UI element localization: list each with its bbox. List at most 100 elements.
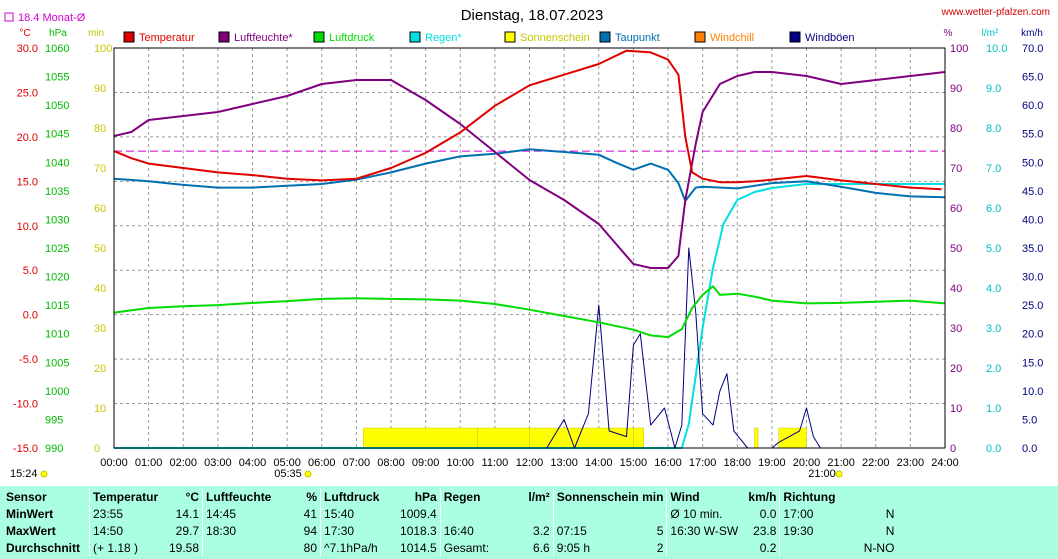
pressure-tick-label: 1035 (45, 186, 69, 198)
time-tick-label: 21:00 (827, 457, 855, 469)
temp-time: 14:50 (89, 522, 166, 539)
chart-series (113, 49, 946, 449)
sun-tick-label: 70 (94, 163, 106, 175)
series-line-taupunkt (113, 148, 946, 202)
start-time: 15:24 (10, 468, 38, 480)
sun-time (552, 505, 639, 522)
sun-tick-label: 20 (94, 363, 106, 375)
rain-tick-label: 7.0 (986, 163, 1001, 175)
pressure-time: 15:40 (320, 505, 398, 522)
stats-row-max: MaxWert 14:50 29.7 18:30 94 17:30 1018.3… (3, 522, 897, 539)
plot-area-border (113, 47, 946, 449)
pressure-tick-label: 1030 (45, 214, 69, 226)
rain-time: Gesamt: (439, 539, 517, 556)
direction-time: 17:00 (779, 505, 857, 522)
wind-tick-label: 10.0 (1022, 386, 1043, 398)
legend-swatch (789, 31, 801, 43)
rain-tick-label: 4.0 (986, 283, 1001, 295)
wind-time: 16:30 W-SW (666, 522, 744, 539)
time-tick-label: 22:00 (862, 457, 890, 469)
direction-time: 19:30 (779, 522, 857, 539)
sunshine-bar (778, 427, 807, 449)
temp-header: Temperatur (89, 488, 166, 505)
sun-tick-label: 30 (94, 323, 106, 335)
sunshine-bar (754, 427, 759, 449)
sunrise-icon (304, 470, 312, 478)
rain-tick-label: 3.0 (986, 323, 1001, 335)
humidity-time: 18:30 (202, 522, 290, 539)
temp-axis-unit: °C (19, 28, 30, 39)
pressure-header: Luftdruck (320, 488, 398, 505)
direction-value: N-NO (863, 540, 895, 555)
sun-tick-label: 60 (94, 203, 106, 215)
rain-tick-label: 5.0 (986, 243, 1001, 255)
pressure-tick-label: 1055 (45, 72, 69, 84)
sun-tick-label: 80 (94, 123, 106, 135)
time-tick-label: 16:00 (654, 457, 682, 469)
pressure-tick-label: 1000 (45, 386, 69, 398)
pressure-tick-label: 1005 (45, 357, 69, 369)
wind-header: Wind (666, 488, 744, 505)
time-tick-label: 00:00 (100, 457, 128, 469)
humidity-tick-label: 80 (950, 123, 962, 135)
legend-swatch (599, 31, 611, 43)
temp-time: 23:55 (89, 505, 166, 522)
pressure-axis-unit: hPa (49, 28, 67, 39)
time-tick-label: 01:00 (135, 457, 163, 469)
rain-tick-label: 8.0 (986, 123, 1001, 135)
pressure-tick-label: 1050 (45, 100, 69, 112)
series-line-temperatur (113, 49, 942, 191)
series-line-luftdruck (113, 285, 946, 339)
legend-swatch (313, 31, 325, 43)
time-tick-label: 06:00 (308, 457, 336, 469)
humidity-tick-label: 70 (950, 163, 962, 175)
rain-tick-label: 10.0 (986, 43, 1007, 55)
sun-value: 2 (656, 540, 664, 555)
time-tick-label: 02:00 (169, 457, 197, 469)
series-line-luftfeuchte (113, 71, 946, 269)
sensor-header: Sensor (6, 489, 47, 504)
pressure-unit: hPa (414, 489, 437, 504)
sunshine-bar (477, 427, 530, 449)
sunset-time: 21:00 (808, 468, 836, 480)
wind-value: 0.0 (759, 506, 777, 521)
time-tick-label: 12:00 (516, 457, 544, 469)
humidity-axis-unit: % (944, 28, 953, 39)
website-label: www.wetter-pfalzen.com (941, 7, 1050, 18)
pressure-tick-label: 990 (45, 443, 63, 455)
time-tick-label: 23:00 (897, 457, 925, 469)
humidity-tick-label: 0 (950, 443, 956, 455)
legend-label: Sonnenschein (520, 32, 590, 44)
humidity-tick-label: 30 (950, 323, 962, 335)
wind-tick-label: 45.0 (1022, 186, 1043, 198)
temp-time: (+ 1.18 ) (89, 539, 166, 556)
time-tick-label: 10:00 (446, 457, 474, 469)
legend-label: Windchill (710, 32, 754, 44)
humidity-tick-label: 50 (950, 243, 962, 255)
row-label: MaxWert (6, 523, 56, 538)
time-tick-label: 18:00 (723, 457, 751, 469)
pressure-tick-label: 995 (45, 414, 63, 426)
humidity-time (202, 539, 290, 556)
rain-axis-unit: l/m² (982, 28, 999, 39)
humidity-time: 14:45 (202, 505, 290, 522)
temp-tick-label: 10.0 (17, 221, 38, 233)
series-line-regen (114, 183, 945, 449)
wind-tick-label: 35.0 (1022, 243, 1043, 255)
legend-swatch (694, 31, 706, 43)
monthly-avg-icon (4, 12, 14, 22)
wind-tick-label: 50.0 (1022, 157, 1043, 169)
rain-tick-label: 2.0 (986, 363, 1001, 375)
humidity-tick-label: 90 (950, 83, 962, 95)
wind-tick-label: 15.0 (1022, 357, 1043, 369)
time-tick-label: 11:00 (482, 457, 509, 469)
monthly-avg-label: 18.4 Monat-Ø (18, 12, 86, 24)
stats-table: Sensor Temperatur °C Luftfeuchte % Luftd… (3, 488, 897, 556)
rain-tick-label: 1.0 (986, 403, 1001, 415)
sun-tick-label: 10 (94, 403, 106, 415)
stats-row-average: Durchschnitt (+ 1.18 ) 19.58 80 ^7.1hPa/… (3, 539, 897, 556)
humidity-tick-label: 60 (950, 203, 962, 215)
time-tick-label: 04:00 (239, 457, 267, 469)
sun-tick-label: 0 (94, 443, 100, 455)
time-tick-label: 24:00 (931, 457, 959, 469)
